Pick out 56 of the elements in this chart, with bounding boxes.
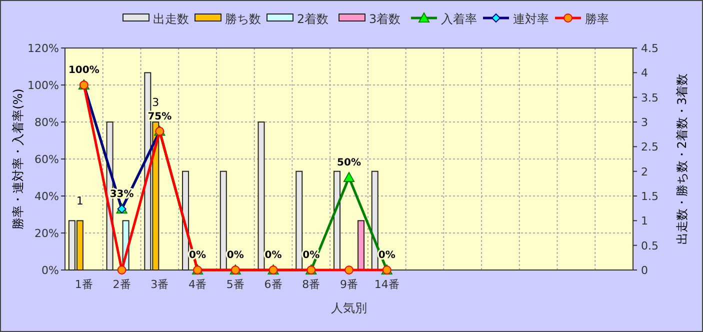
y2-tick-label: 0 [641, 264, 648, 277]
bar [258, 122, 265, 270]
y2-tick-label: 2 [641, 165, 648, 178]
y2-tick-label: 1.5 [641, 190, 658, 203]
y2-tick-label: 3 [641, 116, 648, 129]
data-label: 100% [68, 65, 100, 76]
x-tick-label: 1番 [74, 278, 93, 291]
data-label: 1 [76, 194, 84, 208]
point [117, 266, 126, 274]
x-tick-label: 6番 [264, 278, 282, 291]
point [344, 266, 354, 274]
x-tick-label: 8番 [302, 278, 320, 291]
legend-label: 勝率 [585, 12, 609, 26]
data-label: 3 [152, 96, 160, 109]
y2-tick-label: 0.5 [641, 239, 658, 252]
y2-tick-label: 3.5 [641, 91, 658, 104]
y-tick-label: 60% [34, 153, 59, 166]
y-axis-title: 勝率・連対率・入着率(%) [11, 88, 25, 230]
legend-label: 連対率 [513, 12, 549, 26]
bar [358, 220, 364, 270]
x-tick-label: 3番 [150, 278, 169, 291]
bar [334, 170, 340, 270]
連対率: 連対率 [483, 12, 549, 26]
x-tick-label: 2番 [112, 278, 131, 291]
y-tick-label: 80% [34, 116, 59, 129]
x-axis-title: 人気別 [331, 301, 367, 315]
y-tick-label: 120% [28, 42, 59, 55]
y-tick-label: 0% [42, 264, 59, 277]
data-label: 0% [226, 250, 244, 261]
y2-tick-label: 2.5 [641, 140, 658, 154]
出走数: 出走数 [122, 12, 189, 26]
data-label: 50% [337, 158, 361, 168]
入着率: 入着率 [411, 12, 477, 26]
legend-label: 3着数 [369, 12, 401, 26]
勝ち数: 勝ち数 [194, 12, 261, 26]
y2-tick-label: 4 [641, 66, 648, 80]
y2-axis-title: 出走数・勝ち数・2着数・3着数 [675, 73, 689, 245]
bar [220, 170, 227, 270]
x-tick-label: 4番 [188, 278, 207, 291]
y2-tick-label: 4.5 [641, 42, 658, 55]
legend-label: 勝ち数 [225, 12, 261, 26]
y2-tick-label: 1 [641, 214, 648, 228]
legend-label: 出走数 [153, 12, 189, 26]
x-tick-label: 9番 [340, 278, 358, 291]
y-tick-label: 40% [34, 190, 59, 203]
x-tick-label: 5番 [226, 278, 244, 291]
point [344, 172, 354, 182]
y-tick-label: 100% [28, 79, 59, 92]
legend-label: 2着数 [297, 12, 329, 26]
y-tick-label: 20% [34, 227, 59, 240]
legend-label: 入着率 [441, 12, 477, 26]
data-label: 0% [264, 250, 282, 261]
bar [371, 170, 378, 270]
bar [296, 170, 303, 270]
x-tick-label: 14番 [374, 278, 400, 291]
勝率: 勝率 [555, 12, 609, 26]
